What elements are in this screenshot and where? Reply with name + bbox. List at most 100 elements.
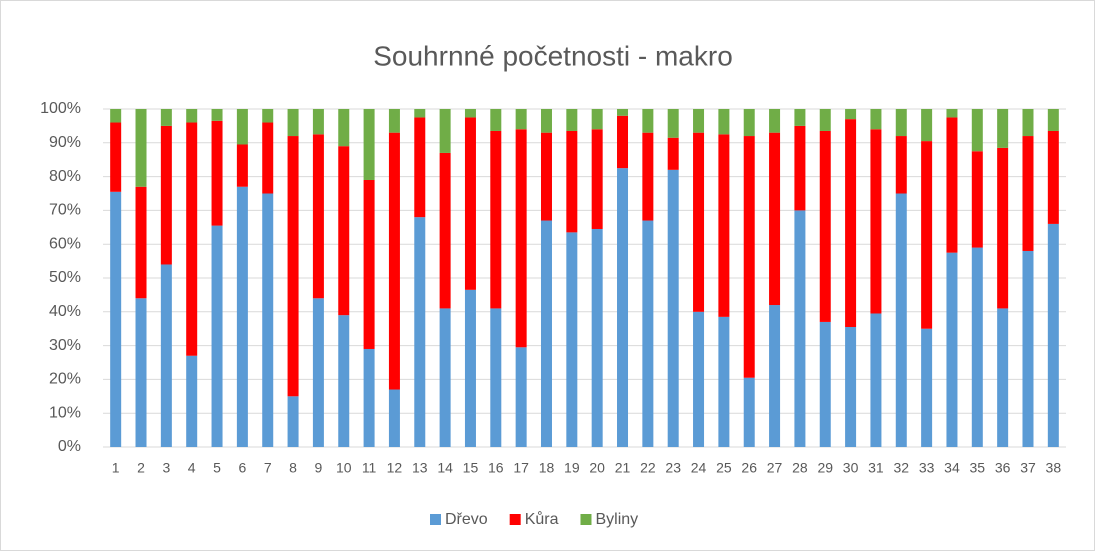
bar-segment (540, 109, 552, 133)
legend-swatch (430, 514, 441, 525)
bar-segment (262, 193, 274, 447)
bar-segment (414, 109, 426, 118)
bar-segment (845, 327, 857, 447)
bar-segment (921, 109, 933, 142)
bar-segment (997, 308, 1009, 447)
bar-segment (338, 146, 350, 316)
x-tick-label: 4 (188, 460, 196, 476)
bar-segment (946, 109, 958, 118)
bar-segment (718, 316, 730, 447)
bar-segment (236, 144, 248, 187)
bar-segment (1022, 136, 1034, 251)
bar-segment (997, 147, 1009, 309)
y-tick-label: 50% (49, 269, 81, 286)
bar-segment (312, 109, 324, 135)
x-tick-label: 18 (539, 460, 555, 476)
x-tick-label: 16 (488, 460, 504, 476)
x-tick-label: 12 (387, 460, 403, 476)
x-tick-label: 7 (264, 460, 272, 476)
x-tick-label: 28 (792, 460, 808, 476)
bar-segment (388, 389, 400, 447)
bar-segment (642, 132, 654, 221)
bar-segment (693, 311, 705, 447)
bar-segment (135, 109, 147, 187)
x-tick-label: 22 (640, 460, 656, 476)
bar-segment (870, 313, 882, 447)
y-tick-label: 40% (49, 303, 81, 320)
bar-segment (160, 109, 172, 126)
bar-segment (667, 109, 679, 138)
x-tick-label: 3 (162, 460, 170, 476)
bar-segment (971, 151, 983, 248)
bar-segment (135, 186, 147, 299)
bar-segment (693, 132, 705, 312)
bar-segment (667, 137, 679, 170)
x-tick-label: 17 (513, 460, 529, 476)
bar-segment (464, 289, 476, 447)
bar-segment (540, 132, 552, 221)
bar-segment (971, 247, 983, 447)
bar-segment (921, 328, 933, 447)
x-tick-label: 2 (137, 460, 145, 476)
bar-segment (1022, 250, 1034, 447)
x-tick-label: 26 (741, 460, 757, 476)
bar-segment (439, 109, 451, 153)
x-tick-label: 24 (691, 460, 707, 476)
legend-swatch (509, 514, 521, 525)
bar-segment (1047, 130, 1059, 224)
bar-segment (1022, 109, 1034, 137)
bar-segment (464, 117, 476, 290)
bar-segment (439, 308, 451, 447)
y-tick-label: 30% (49, 337, 81, 354)
x-tick-label: 34 (944, 460, 960, 476)
bar-segment (743, 109, 755, 137)
bar-segment (769, 305, 781, 447)
bar-segment (490, 109, 502, 131)
bar-segment (591, 129, 603, 229)
bar-segment (667, 169, 679, 447)
bar-segment (566, 109, 578, 131)
bar-segment (743, 377, 755, 447)
bar-segment (769, 132, 781, 306)
bar-segment (1047, 109, 1059, 131)
bar-segment (617, 109, 629, 116)
legend-label: Dřevo (445, 511, 488, 528)
x-tick-label: 1 (112, 460, 120, 476)
x-tick-label: 9 (315, 460, 323, 476)
bar-segment (211, 120, 223, 226)
bar-segment (186, 109, 198, 123)
bar-segment (566, 232, 578, 447)
bar-segment (236, 109, 248, 145)
bar-segment (895, 109, 907, 137)
x-tick-label: 27 (767, 460, 783, 476)
bar-segment (287, 109, 299, 137)
bar-segment (464, 109, 476, 118)
x-tick-label: 21 (615, 460, 631, 476)
bar-segment (819, 130, 831, 322)
bar-segment (870, 129, 882, 314)
x-tick-label: 32 (893, 460, 909, 476)
bar-segment (490, 308, 502, 447)
bar-segment (287, 396, 299, 447)
bar-segment (946, 252, 958, 447)
bar-segment (338, 109, 350, 147)
bar-segment (1047, 223, 1059, 447)
bar-segment (718, 134, 730, 317)
x-tick-label: 5 (213, 460, 221, 476)
bar-segment (211, 225, 223, 447)
y-tick-label: 60% (49, 235, 81, 252)
bar-segment (946, 117, 958, 253)
bar-segment (363, 348, 375, 447)
bar-segment (515, 347, 527, 447)
x-tick-label: 33 (919, 460, 935, 476)
y-tick-label: 10% (49, 404, 81, 421)
bar-segment (363, 109, 375, 180)
bar-segment (160, 125, 172, 265)
bar-segment (287, 136, 299, 397)
bar-segment (236, 186, 248, 448)
y-tick-label: 80% (49, 168, 81, 185)
bar-segment (414, 217, 426, 447)
x-tick-label: 14 (437, 460, 453, 476)
x-tick-label: 38 (1046, 460, 1062, 476)
x-tick-label: 8 (289, 460, 297, 476)
